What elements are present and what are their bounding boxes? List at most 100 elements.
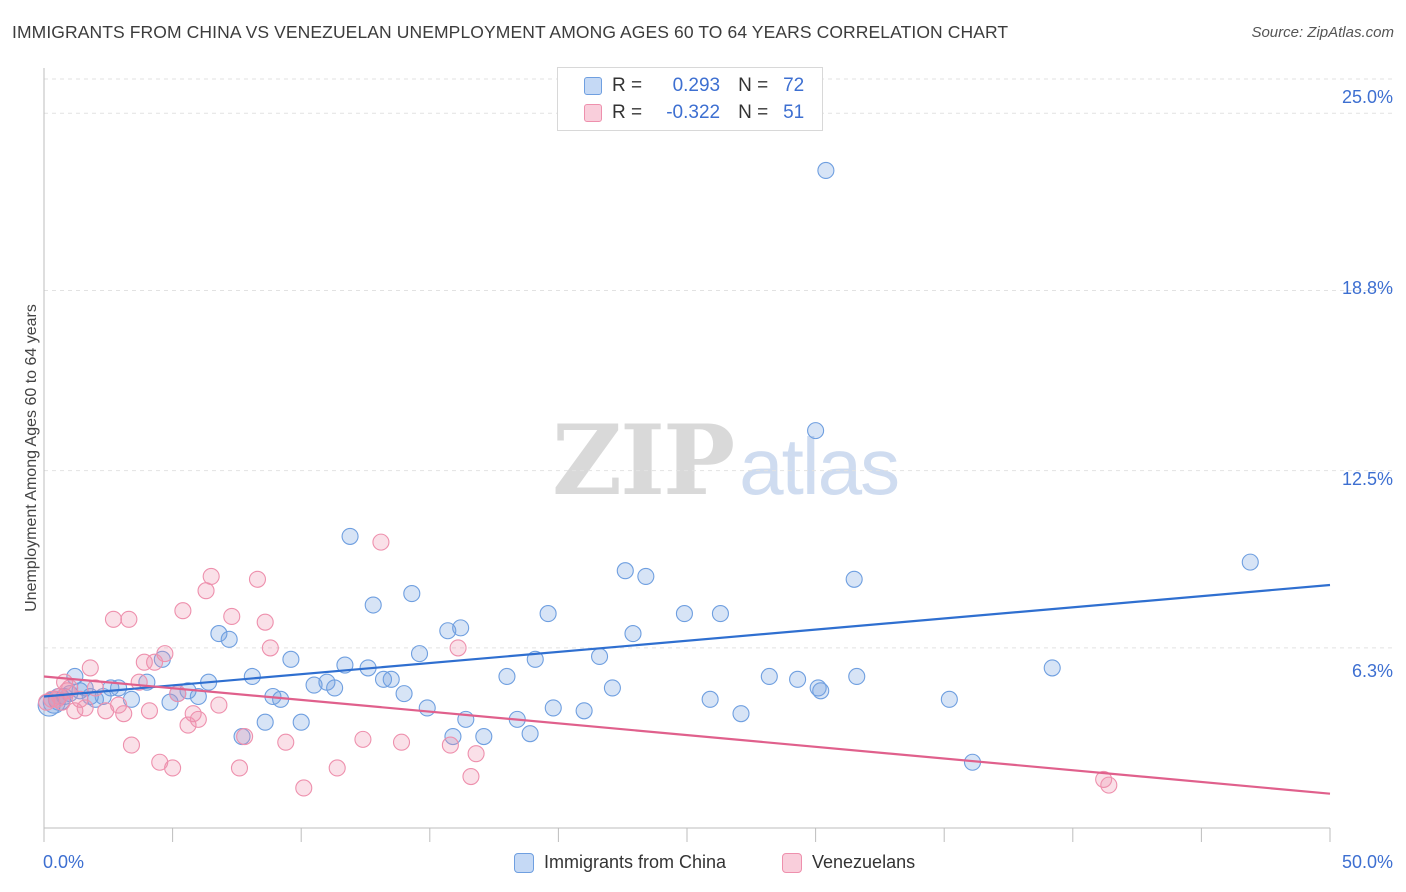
china-point (220, 630, 238, 648)
venezuelans-point (120, 610, 138, 628)
y-axis-label: Unemployment Among Ages 60 to 64 years (23, 304, 40, 612)
venezuelans-point (441, 736, 459, 754)
venezuelans-point (76, 699, 94, 717)
venezuelans-point (140, 702, 159, 720)
legend-r-value-venezuelans: -0.322 (666, 102, 721, 123)
legend-n-label: N = (738, 102, 769, 123)
x-tick-label-min: 0.0% (43, 852, 85, 872)
china-point (789, 670, 807, 688)
china-point (1241, 553, 1259, 571)
china-point (603, 679, 621, 697)
venezuelans-point (372, 533, 390, 551)
china-point (498, 667, 516, 686)
china-point (760, 667, 778, 686)
legend-row-venezuelans: R = -0.322 N = 51 (584, 100, 804, 126)
china-point (845, 570, 863, 588)
china-point (637, 567, 655, 585)
legend-r-label: R = (612, 102, 643, 123)
venezuelans-point (230, 759, 249, 777)
legend-item-venezuelans[interactable]: Venezuelans (782, 852, 915, 873)
china-point (403, 585, 421, 603)
venezuelans-point (236, 727, 254, 746)
x-tick-label-max: 50.0% (1341, 852, 1393, 872)
legend-r-value-china: 0.293 (672, 75, 721, 96)
watermark-zip: ZIP (552, 404, 735, 517)
china-point (807, 422, 825, 440)
venezuelans-point (354, 730, 372, 748)
venezuelans-point (1100, 776, 1118, 794)
legend-swatch-china (514, 852, 534, 873)
legend-row-china: R = 0.293 N = 72 (584, 73, 804, 99)
source-label: Source: ZipAtlas.com (1251, 24, 1394, 41)
series-legend: Immigrants from China Venezuelans (0, 852, 1406, 878)
legend-n-value-venezuelans: 51 (783, 102, 805, 123)
venezuelans-point (71, 690, 89, 708)
venezuelans-point (110, 696, 128, 714)
china-point (210, 625, 228, 643)
y-tick-label-25: 25.0% (1341, 87, 1393, 107)
china-point (544, 699, 562, 717)
china-point (1043, 659, 1061, 677)
china-point (475, 727, 493, 746)
chart-title: IMMIGRANTS FROM CHINA VS VENEZUELAN UNEM… (12, 22, 1009, 42)
venezuelans-point (467, 745, 485, 763)
legend-n-label: N = (738, 75, 769, 96)
venezuelans-point (122, 736, 140, 754)
china-point (452, 619, 470, 637)
venezuelans-point (449, 639, 467, 657)
china-point (539, 605, 557, 623)
y-tick-label-12-5: 12.5% (1341, 469, 1393, 489)
legend-n-value-china: 72 (783, 75, 805, 96)
venezuelans-point (462, 767, 480, 786)
china-point (812, 682, 830, 700)
china-point (732, 705, 750, 723)
venezuelans-point (210, 696, 228, 714)
venezuelans-point (104, 610, 122, 628)
legend-item-china[interactable]: Immigrants from China (514, 852, 726, 873)
china-point (189, 687, 207, 706)
china-point (809, 679, 827, 697)
china-point (711, 605, 729, 623)
legend-swatch-venezuelans (782, 852, 802, 873)
y-tick-label-6-3: 6.3% (1351, 661, 1393, 681)
china-point (382, 670, 400, 688)
watermark: ZIPatlas (552, 404, 900, 517)
china-trendline (43, 583, 1331, 698)
venezuelans-point (295, 779, 313, 797)
legend-r-label: R = (612, 75, 643, 96)
china-point (616, 562, 634, 580)
china-point (282, 650, 300, 668)
china-point (521, 725, 539, 743)
china-point (418, 699, 436, 717)
venezuelans-point (81, 659, 99, 677)
china-point (243, 667, 261, 686)
china-point (591, 647, 609, 666)
legend-swatch-china (584, 77, 602, 95)
venezuelans-point (392, 733, 411, 751)
venezuelans-point (223, 607, 241, 626)
china-point (410, 645, 429, 663)
china-point (341, 527, 359, 545)
china-point (256, 713, 274, 731)
venezuelans-point (156, 645, 174, 663)
china-point (701, 690, 719, 708)
legend-swatch-venezuelans (584, 104, 602, 122)
china-point (326, 679, 344, 697)
china-point (439, 622, 457, 640)
legend-label-venezuelans: Venezuelans (812, 852, 916, 872)
venezuelans-point (248, 570, 267, 588)
china-point (575, 702, 593, 720)
watermark-atlas: atlas (739, 422, 900, 511)
venezuelans-point (115, 705, 133, 723)
venezuelans-point (261, 639, 279, 657)
legend-label-china: Immigrants from China (544, 852, 727, 872)
venezuelans-point (164, 759, 182, 777)
venezuelans-point (202, 567, 220, 585)
china-point (305, 676, 323, 694)
china-point (675, 605, 693, 623)
venezuelans-point (277, 733, 295, 751)
venezuelans-trendline (43, 675, 1331, 795)
china-point (624, 625, 642, 643)
venezuelans-point (174, 602, 192, 620)
